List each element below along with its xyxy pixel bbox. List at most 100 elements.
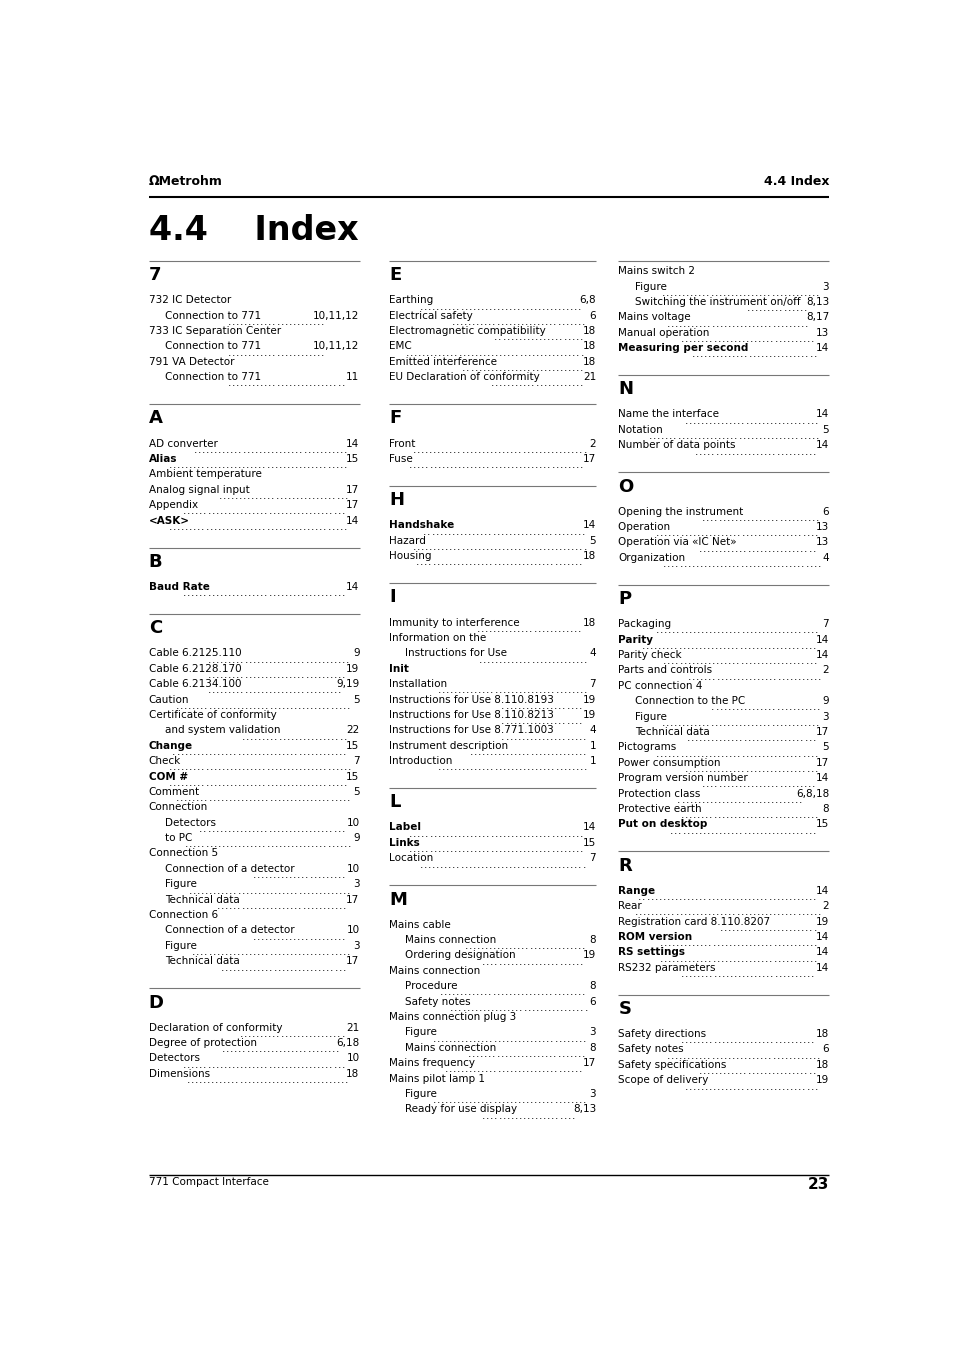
- Text: .: .: [311, 762, 314, 773]
- Text: .: .: [542, 828, 546, 839]
- Text: .: .: [323, 731, 326, 742]
- Text: .: .: [707, 559, 711, 569]
- Text: .: .: [239, 378, 243, 389]
- Text: .: .: [232, 1059, 234, 1070]
- Text: .: .: [720, 350, 722, 359]
- Text: .: .: [291, 461, 294, 470]
- Text: .: .: [333, 1029, 336, 1039]
- Text: .: .: [505, 1034, 509, 1044]
- Text: .: .: [270, 839, 274, 850]
- Text: .: .: [247, 490, 250, 501]
- Text: .: .: [217, 839, 221, 850]
- Text: .: .: [470, 1002, 474, 1013]
- Text: .: .: [773, 1082, 777, 1092]
- Text: .: .: [228, 317, 231, 327]
- Text: .: .: [257, 747, 261, 757]
- Text: .: .: [710, 640, 714, 651]
- Text: .: .: [526, 444, 529, 455]
- Text: .: .: [547, 828, 550, 839]
- Text: .: .: [788, 559, 792, 569]
- Text: .: .: [677, 794, 680, 805]
- Text: .: .: [739, 734, 742, 743]
- Text: .: .: [567, 844, 571, 854]
- Text: .: .: [274, 962, 276, 973]
- Text: Connection of a detector: Connection of a detector: [165, 863, 294, 874]
- Text: .: .: [662, 559, 666, 569]
- Text: .: .: [692, 969, 696, 979]
- Text: .: .: [740, 908, 743, 917]
- Text: .: .: [572, 363, 575, 373]
- Text: .: .: [518, 844, 521, 854]
- Text: .: .: [707, 892, 710, 902]
- Text: .: .: [578, 1034, 581, 1044]
- Text: .: .: [250, 762, 253, 773]
- Text: .: .: [781, 1035, 785, 1046]
- Text: .: .: [308, 490, 311, 501]
- Text: .: .: [792, 559, 796, 569]
- Text: .: .: [289, 378, 292, 389]
- Text: .: .: [253, 461, 257, 470]
- Text: .: .: [563, 1111, 566, 1120]
- Text: .: .: [291, 778, 294, 788]
- Text: .: .: [533, 301, 537, 312]
- Text: .: .: [785, 1082, 789, 1092]
- Text: .: .: [448, 1065, 452, 1074]
- Text: .: .: [727, 559, 731, 569]
- Text: .: .: [506, 655, 510, 665]
- Text: .: .: [729, 1035, 732, 1046]
- Text: .: .: [484, 301, 488, 312]
- Text: .: .: [440, 1096, 443, 1105]
- Text: .: .: [696, 528, 700, 538]
- Text: .: .: [735, 1051, 739, 1061]
- Text: .: .: [199, 507, 202, 516]
- Text: .: .: [470, 762, 473, 773]
- Text: .: .: [289, 824, 292, 834]
- Text: .: .: [767, 825, 770, 836]
- Text: .: .: [505, 558, 509, 567]
- Text: .: .: [747, 734, 750, 743]
- Text: .: .: [785, 416, 789, 426]
- Text: .: .: [704, 811, 708, 820]
- Text: .: .: [339, 839, 342, 850]
- Text: .: .: [242, 444, 246, 455]
- Text: .: .: [234, 490, 238, 501]
- Text: .: .: [561, 301, 565, 312]
- Text: .: .: [770, 780, 774, 789]
- Text: .: .: [273, 685, 276, 696]
- Text: .: .: [763, 319, 767, 328]
- Text: .: .: [193, 444, 197, 455]
- Text: .: .: [337, 655, 341, 665]
- Text: .: .: [750, 288, 754, 297]
- Text: .: .: [264, 317, 268, 327]
- Text: .: .: [335, 1044, 339, 1054]
- Text: .: .: [794, 748, 797, 759]
- Text: .: .: [735, 703, 739, 712]
- Text: .: .: [245, 793, 248, 802]
- Text: .: .: [341, 824, 345, 834]
- Text: .: .: [521, 747, 525, 757]
- Text: .: .: [322, 947, 325, 957]
- Text: .: .: [755, 640, 759, 651]
- Text: .: .: [338, 901, 342, 911]
- Text: .: .: [436, 542, 440, 553]
- Text: 17: 17: [346, 957, 359, 966]
- Text: .: .: [561, 1050, 564, 1059]
- Text: .: .: [283, 490, 287, 501]
- Text: .: .: [210, 839, 213, 850]
- Text: .: .: [230, 839, 233, 850]
- Text: .: .: [680, 334, 683, 345]
- Text: .: .: [708, 528, 712, 538]
- Text: .: .: [538, 542, 541, 553]
- Text: .: .: [197, 762, 200, 773]
- Text: .: .: [797, 350, 800, 359]
- Text: .: .: [719, 703, 722, 712]
- Text: .: .: [571, 542, 574, 553]
- Text: .: .: [773, 626, 777, 635]
- Text: .: .: [476, 859, 479, 870]
- Text: Links: Links: [389, 838, 419, 848]
- Text: .: .: [528, 1050, 532, 1059]
- Text: .: .: [737, 528, 740, 538]
- Text: 14: 14: [346, 439, 359, 449]
- Text: .: .: [437, 762, 440, 773]
- Text: .: .: [756, 1051, 759, 1061]
